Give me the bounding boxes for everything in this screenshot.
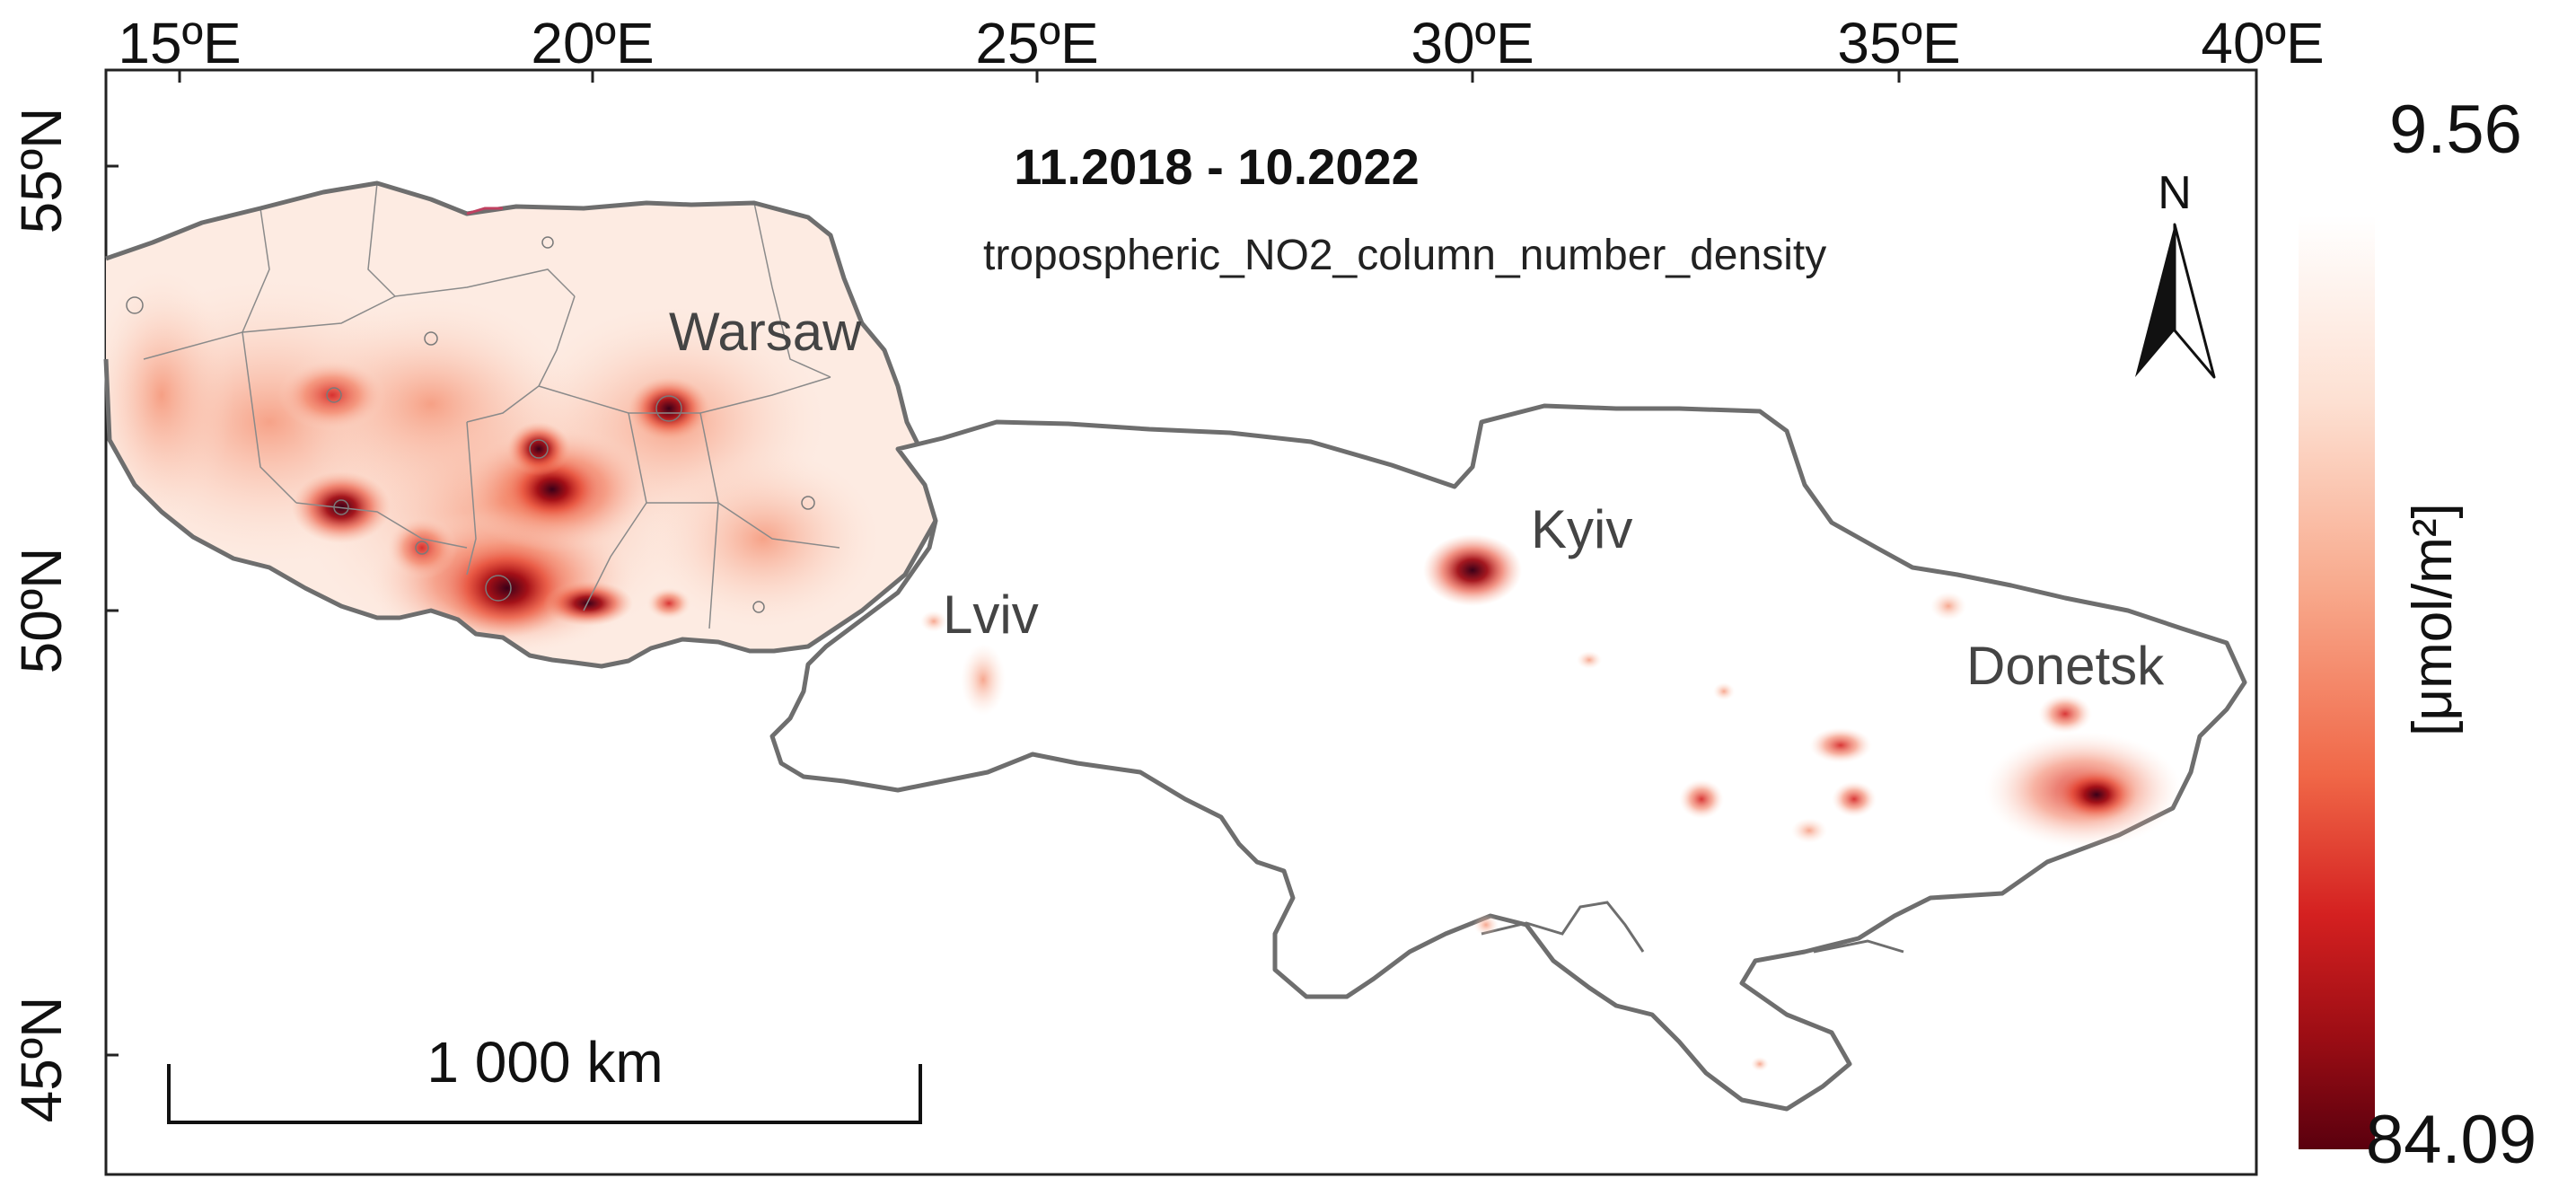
legend-colorbar bbox=[2299, 215, 2375, 1149]
legend-unit-label: [μmol/m²] bbox=[2402, 503, 2464, 736]
lat-label-55n: 55ºN bbox=[9, 108, 74, 234]
map-title: 11.2018 - 10.2022 bbox=[1014, 138, 1420, 195]
lon-label-30e: 30ºE bbox=[1411, 11, 1534, 75]
ukraine-region bbox=[769, 403, 2247, 1112]
legend-min-label: 84.09 bbox=[2366, 1102, 2536, 1178]
lat-label-45n: 45ºN bbox=[9, 997, 74, 1123]
north-arrow-icon: N bbox=[2135, 167, 2216, 379]
city-label-kyiv: Kyiv bbox=[1531, 499, 1632, 559]
city-label-donetsk: Donetsk bbox=[1966, 636, 2165, 696]
north-label: N bbox=[2158, 167, 2192, 219]
legend-max-label: 9.56 bbox=[2389, 92, 2522, 168]
lon-label-25e: 25ºE bbox=[975, 11, 1098, 75]
poland-region bbox=[103, 180, 938, 669]
lon-label-15e: 15ºE bbox=[118, 11, 241, 75]
graticule-ticks bbox=[106, 70, 1901, 1057]
lon-label-40e: 40ºE bbox=[2201, 11, 2324, 75]
city-label-lviv: Lviv bbox=[943, 585, 1039, 645]
lat-label-50n: 50ºN bbox=[9, 548, 74, 674]
city-label-warsaw: Warsaw bbox=[669, 302, 862, 362]
lon-label-35e: 35ºE bbox=[1837, 11, 1960, 75]
lon-label-20e: 20ºE bbox=[531, 11, 654, 75]
scale-bar: 1 000 km bbox=[167, 1030, 922, 1124]
scale-bar-label: 1 000 km bbox=[426, 1030, 663, 1095]
variable-name: tropospheric_NO2_column_number_density bbox=[983, 232, 1826, 279]
color-legend: 9.56 84.09 [μmol/m²] bbox=[2299, 92, 2536, 1178]
